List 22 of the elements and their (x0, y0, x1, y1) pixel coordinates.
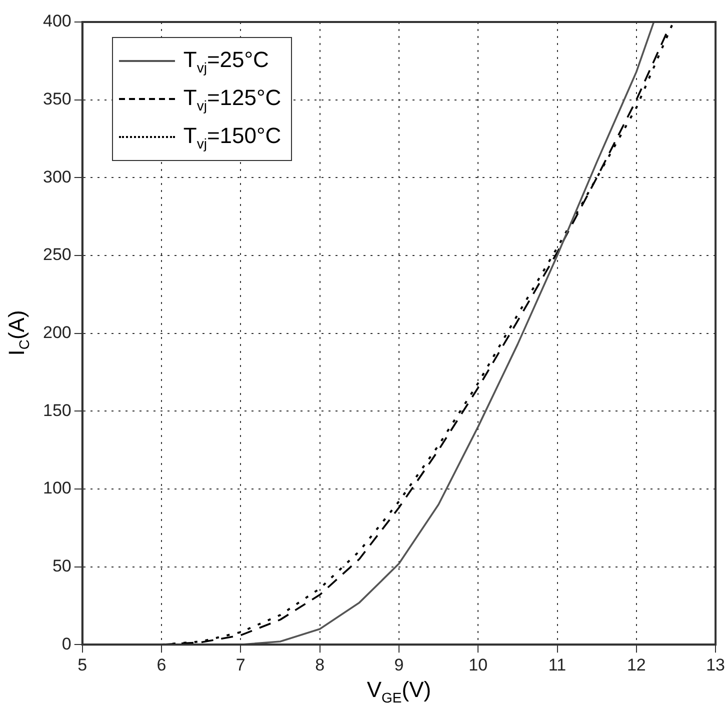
x-tick-label: 10 (468, 655, 488, 674)
y-tick-label: 400 (42, 12, 72, 31)
y-tick-label: 250 (42, 245, 72, 264)
y-tick-label: 0 (62, 634, 72, 654)
y-tick-label: 150 (42, 400, 72, 420)
x-tick-label: 6 (156, 655, 166, 674)
x-tick-label: 8 (315, 655, 325, 674)
x-tick-label: 11 (548, 655, 566, 674)
x-tick-label: 5 (78, 655, 88, 674)
x-tick-label: 13 (706, 655, 726, 674)
y-tick-label: 200 (42, 322, 72, 342)
x-tick-label: 12 (626, 655, 646, 674)
x-tick-label: 9 (394, 655, 404, 674)
y-tick-label: 50 (52, 556, 72, 576)
legend-label: T$_{vj}$=25°C (183, 46, 269, 76)
y-tick-label: 100 (42, 478, 72, 498)
y-tick-label: 350 (42, 90, 72, 109)
y-tick-label: 300 (42, 167, 72, 186)
legend-label: T$_{vj}$=125°C (183, 84, 282, 114)
x-axis-title: V$_{GE}$(V) (366, 676, 432, 705)
legend-label: T$_{vj}$=150°C (183, 122, 282, 152)
x-tick-label: 7 (236, 655, 246, 674)
